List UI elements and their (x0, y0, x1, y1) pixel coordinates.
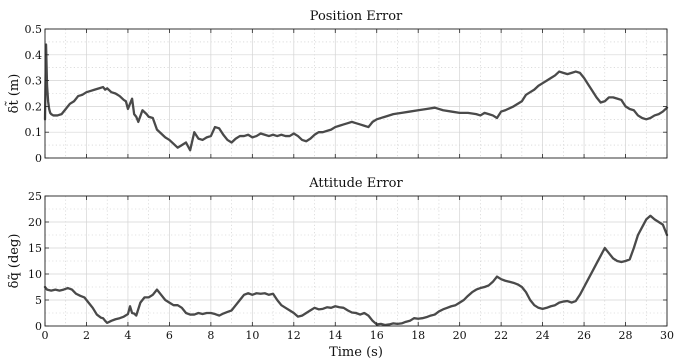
position-error-y-tick-label: 0.1 (25, 126, 43, 139)
attitude-error-series-line (43, 214, 669, 327)
attitude-error-y-tick-label: 5 (35, 294, 42, 307)
attitude-error-title: Attitude Error (308, 176, 403, 191)
attitude-error-x-tick-label: 24 (536, 329, 550, 342)
attitude-error-y-tick-label: 20 (28, 216, 42, 229)
position-error-panel: 0 0.1 0.2 0.3 0.4 0.5 Position Error δt̃ (m) (5, 9, 669, 165)
attitude-error-x-axis-label: Time (s) (329, 345, 383, 360)
position-error-axes-box (44, 28, 668, 159)
attitude-error-y-tick-label: 0 (35, 320, 42, 333)
position-error-y-tick-label: 0.5 (25, 23, 43, 36)
position-error-title: Position Error (310, 9, 403, 24)
position-error-y-tick-label: 0.4 (25, 49, 43, 62)
position-error-line-layer (43, 43, 669, 152)
attitude-error-x-tick-label: 16 (370, 329, 384, 342)
attitude-error-axes-box (44, 195, 668, 327)
attitude-error-x-tick-label: 22 (494, 329, 508, 342)
attitude-error-x-tick-label: 18 (411, 329, 425, 342)
attitude-error-x-tick-label: 8 (207, 329, 214, 342)
position-error-y-tick-label: 0.3 (25, 75, 43, 88)
position-error-ticks: 0 0.1 0.2 0.3 0.4 0.5 (25, 23, 668, 165)
position-error-grid (44, 28, 668, 159)
position-error-y-axis-label: δt̃ (m) (5, 74, 22, 114)
attitude-error-x-tick-label: 14 (328, 329, 342, 342)
attitude-error-y-tick-label: 15 (28, 242, 42, 255)
attitude-error-line-layer (43, 214, 669, 327)
attitude-error-x-tick-label: 0 (42, 329, 49, 342)
attitude-error-x-tick-label: 6 (166, 329, 173, 342)
attitude-error-y-tick-label: 10 (28, 268, 42, 281)
position-error-y-tick-label: 0.2 (25, 100, 43, 113)
position-error-series-line (43, 43, 669, 152)
position-error-y-tick-label: 0 (35, 152, 42, 165)
attitude-error-x-tick-label: 30 (660, 329, 674, 342)
attitude-error-x-tick-label: 2 (83, 329, 90, 342)
attitude-error-x-tick-label: 26 (577, 329, 591, 342)
attitude-error-y-tick-label: 25 (28, 190, 42, 203)
attitude-error-x-tick-label: 20 (453, 329, 467, 342)
attitude-error-y-axis-label: δq̃ (deg) (7, 234, 22, 289)
attitude-error-x-tick-label: 28 (619, 329, 633, 342)
attitude-error-x-tick-label: 4 (124, 329, 131, 342)
attitude-error-x-tick-label: 12 (287, 329, 301, 342)
attitude-error-x-tick-label: 10 (245, 329, 259, 342)
